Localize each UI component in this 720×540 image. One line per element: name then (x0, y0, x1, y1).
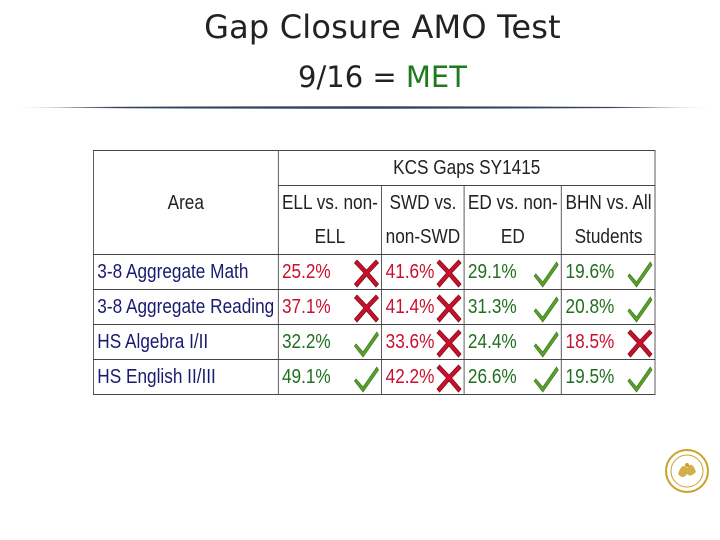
area-header: Area (93, 150, 279, 255)
x-mark-icon (436, 363, 462, 393)
gap-cell: 41.6% (381, 254, 465, 290)
col-header-line: non-SWD (385, 226, 461, 248)
row-area-label: 3-8 Aggregate Reading (93, 289, 279, 325)
col-header-line: ELL vs. non- (281, 192, 378, 214)
gap-cell: 32.2% (277, 324, 383, 360)
col-header-line: ELL (314, 226, 346, 248)
gap-value: 41.6% (385, 261, 435, 283)
checkmark-icon (627, 293, 653, 323)
gap-value: 26.6% (467, 366, 517, 388)
gap-cell: 18.5% (561, 324, 656, 360)
gap-value: 19.6% (565, 261, 615, 283)
checkmark-icon (354, 363, 380, 393)
gap-value: 49.1% (281, 366, 331, 388)
x-mark-icon (436, 293, 462, 323)
kcs-gaps-table: Area KCS Gaps SY1415 ELL vs. non- ELL SW… (93, 150, 656, 395)
checkmark-icon (627, 258, 653, 288)
col-header-line: ED vs. non- (467, 192, 558, 214)
gap-value: 33.6% (385, 331, 435, 353)
gap-cell: 29.1% (463, 254, 563, 290)
gap-value: 29.1% (467, 261, 517, 283)
gap-value: 20.8% (565, 296, 615, 318)
slide-subtitle: 9/16 = MET (0, 60, 720, 94)
table-row: HS English II/III 49.1% 42.2% 26.6% 19.5% (93, 359, 656, 395)
slide-title: Gap Closure AMO Test (204, 8, 561, 46)
result-status: MET (405, 60, 467, 94)
group-header: KCS Gaps SY1415 (277, 150, 656, 186)
gap-cell: 19.5% (561, 359, 656, 395)
gap-cell: 24.4% (463, 324, 563, 360)
gap-value: 32.2% (281, 331, 331, 353)
checkmark-icon (534, 258, 560, 288)
gap-cell: 42.2% (381, 359, 465, 395)
col-header-ell: ELL vs. non- ELL (277, 185, 383, 255)
x-mark-icon (627, 328, 653, 358)
gap-cell: 49.1% (277, 359, 383, 395)
x-mark-icon (354, 258, 380, 288)
gap-value: 25.2% (281, 261, 331, 283)
col-header-line: ED (500, 226, 525, 248)
column-header-row: ELL vs. non- ELL SWD vs. non-SWD ED vs. … (93, 185, 656, 255)
row-area-label: 3-8 Aggregate Math (93, 254, 279, 290)
gap-cell: 20.8% (561, 289, 656, 325)
row-area-label: HS Algebra I/II (93, 324, 279, 360)
gap-value: 41.4% (385, 296, 435, 318)
col-header-bhn: BHN vs. All Students (561, 185, 656, 255)
col-header-ed: ED vs. non- ED (463, 185, 563, 255)
gap-value: 31.3% (467, 296, 517, 318)
x-mark-icon (354, 293, 380, 323)
result-fraction: 9/16 = (298, 60, 397, 94)
table-row: 3-8 Aggregate Reading 37.1% 41.4% 31.3% 20.8… (93, 289, 656, 325)
col-header-swd: SWD vs. non-SWD (381, 185, 465, 255)
gap-cell: 26.6% (463, 359, 563, 395)
gap-value: 42.2% (385, 366, 435, 388)
x-mark-icon (436, 258, 462, 288)
gap-cell: 37.1% (277, 289, 383, 325)
checkmark-icon (354, 328, 380, 358)
gap-cell: 41.4% (381, 289, 465, 325)
district-seal-icon (664, 448, 710, 494)
row-area-label: HS English II/III (93, 359, 279, 395)
checkmark-icon (534, 293, 560, 323)
checkmark-icon (627, 363, 653, 393)
gap-cell: 19.6% (561, 254, 656, 290)
gap-cell: 33.6% (381, 324, 465, 360)
table-header-row: Area KCS Gaps SY1415 (93, 150, 656, 255)
col-header-line: Students (574, 226, 643, 248)
col-header-line: SWD vs. (389, 192, 457, 214)
gap-cell: 31.3% (463, 289, 563, 325)
checkmark-icon (534, 363, 560, 393)
gap-value: 24.4% (467, 331, 517, 353)
table-row: 3-8 Aggregate Math 25.2% 41.6% 29.1% 19.6% (93, 254, 656, 290)
checkmark-icon (534, 328, 560, 358)
x-mark-icon (436, 328, 462, 358)
table-row: HS Algebra I/II 32.2% 33.6% 24.4% 18.5% (93, 324, 656, 360)
gap-cell: 25.2% (277, 254, 383, 290)
gap-value: 18.5% (565, 331, 615, 353)
col-header-line: BHN vs. All (565, 192, 652, 214)
gap-value: 19.5% (565, 366, 615, 388)
title-divider (10, 105, 715, 110)
table-body: 3-8 Aggregate Math 25.2% 41.6% 29.1% 19.6% 3-… (93, 254, 656, 395)
gap-value: 37.1% (281, 296, 331, 318)
